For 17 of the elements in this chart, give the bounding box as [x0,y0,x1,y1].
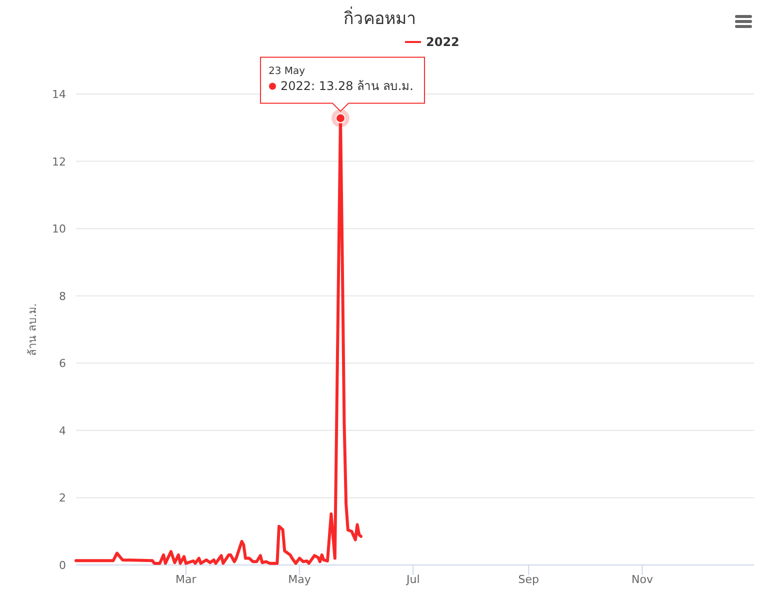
y-tick-label: 10 [52,222,66,236]
y-axis-title: ล้าน ลบ.ม. [26,303,39,356]
chart-title: กิ่วคอหมา [344,6,416,29]
legend-label: 2022 [426,35,460,49]
x-tick-label: Mar [176,573,197,586]
y-tick-label: 2 [59,492,66,505]
x-tick-label: Jul [405,573,420,586]
y-tick-label: 4 [59,424,66,438]
y-tick-label: 8 [59,290,66,303]
y-tick-label: 0 [59,559,66,572]
y-tick-label: 6 [59,357,66,370]
x-tick-label: May [288,573,312,586]
y-tick-label: 12 [52,155,66,168]
x-tick-label: Sep [518,573,540,586]
annotation: 23 May 2022: 13.28 ล้าน ลบ.ม. [268,66,414,94]
x-tick-label: Nov [632,573,654,586]
y-tick-label: 14 [52,88,66,101]
